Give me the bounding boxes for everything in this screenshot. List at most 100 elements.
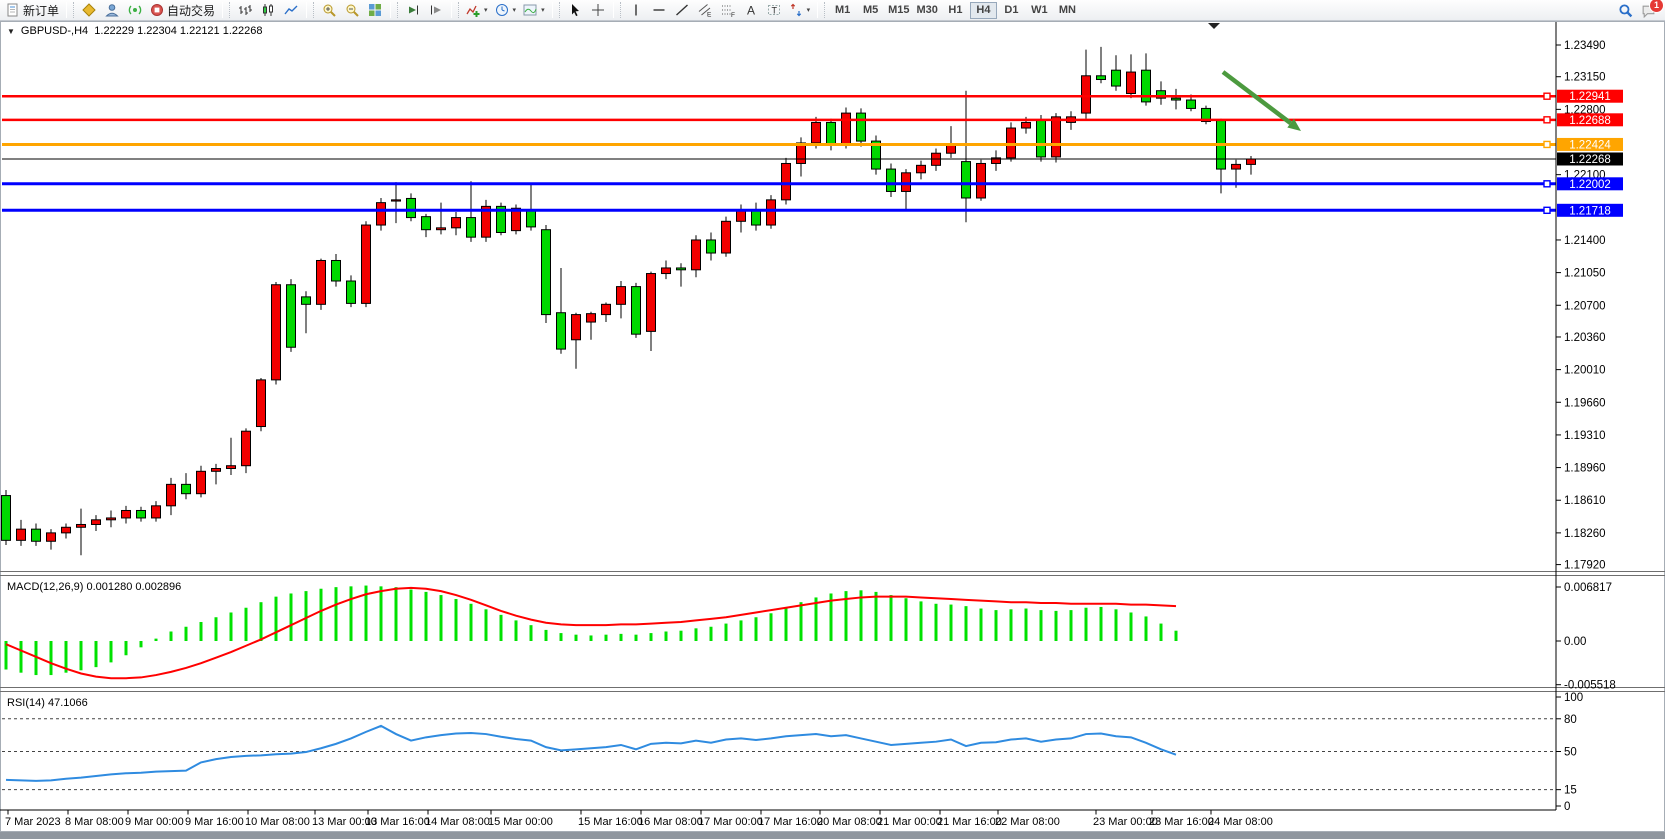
svg-text:1.22424: 1.22424: [1569, 139, 1611, 151]
price-line-1.22002[interactable]: [2, 180, 1556, 188]
timeframe-h4-button[interactable]: H4: [969, 1, 997, 19]
svg-text:24 Mar 08:00: 24 Mar 08:00: [1208, 816, 1273, 828]
timeframe-mn-button[interactable]: MN: [1058, 4, 1076, 16]
svg-text:15 Mar 00:00: 15 Mar 00:00: [488, 816, 553, 828]
price-line-1.22688[interactable]: [2, 116, 1556, 124]
svg-text:9 Mar 00:00: 9 Mar 00:00: [125, 816, 184, 828]
dropdown-caret-icon[interactable]: ▾: [806, 7, 811, 14]
toolbar: 新订单 自动交易 ▾ ▾ ▾ E F A T ▾ M1 M5 M15 M30 H1 H4 D1 W1 MN 1: [0, 0, 1665, 21]
toolbar-separator: [66, 2, 75, 18]
equidistant-channel-button[interactable]: E: [694, 1, 716, 20]
templates-button[interactable]: ▾: [520, 1, 548, 20]
dropdown-caret-icon[interactable]: ▾: [512, 7, 517, 14]
toolbar-separator: [612, 2, 621, 18]
timeframe-m15-button[interactable]: M15: [888, 4, 910, 16]
label-button[interactable]: T: [763, 1, 785, 20]
toolbar-separator: [222, 2, 231, 18]
candlestick-button[interactable]: [257, 1, 279, 20]
search-button[interactable]: [1618, 3, 1633, 18]
label-icon: T: [767, 5, 780, 16]
indicators-button[interactable]: ▾: [463, 1, 491, 20]
navigator-button[interactable]: [101, 1, 123, 20]
price-line-1.21718[interactable]: [2, 206, 1556, 214]
window-bottom-edge: [0, 832, 1665, 839]
svg-text:1.23490: 1.23490: [1564, 40, 1606, 52]
toolbar-separator: [451, 2, 460, 18]
navigator-icon: [105, 4, 119, 17]
chart-collapse-icon[interactable]: ▼: [7, 26, 15, 36]
crosshair-button[interactable]: [587, 1, 609, 20]
svg-text:1.18610: 1.18610: [1564, 495, 1606, 507]
timeframe-m1-button[interactable]: M1: [834, 4, 851, 16]
new-order-button[interactable]: 新订单: [3, 1, 62, 20]
svg-text:1.21718: 1.21718: [1569, 205, 1611, 217]
dropdown-caret-icon[interactable]: ▾: [541, 7, 545, 14]
bar-chart-icon: [239, 5, 253, 15]
trend-arrow-annotation[interactable]: [1221, 70, 1301, 131]
svg-text:1.18960: 1.18960: [1564, 463, 1606, 475]
zoom-out-button[interactable]: [341, 1, 363, 20]
svg-text:1.21050: 1.21050: [1564, 268, 1606, 280]
svg-text:0: 0: [1564, 801, 1570, 813]
toolbar-separator: [306, 2, 315, 18]
timeframe-m5-button[interactable]: M5: [862, 4, 879, 16]
timeframe-m30-button[interactable]: M30: [916, 4, 938, 16]
crosshair-icon: [591, 4, 604, 16]
price-line-1.22424[interactable]: [2, 140, 1556, 149]
toolbar-separator: [390, 2, 399, 18]
bar-chart-button[interactable]: [234, 1, 256, 20]
chart-shift-marker[interactable]: [1208, 23, 1220, 29]
chart-canvas[interactable]: 1.234901.231501.228001.221001.214001.210…: [0, 21, 1665, 832]
zoom-in-button[interactable]: [318, 1, 340, 20]
notifications-button[interactable]: 1: [1641, 0, 1664, 18]
trendline-button[interactable]: [671, 1, 693, 20]
text-icon: A: [747, 4, 755, 18]
svg-text:9 Mar 16:00: 9 Mar 16:00: [185, 816, 244, 828]
signals-button[interactable]: [124, 1, 146, 20]
timeframe-w1-button[interactable]: W1: [1031, 4, 1048, 16]
line-chart-button[interactable]: [280, 1, 302, 20]
chart-shift-button[interactable]: [425, 1, 447, 20]
price-badge-1.21718: 1.21718: [1557, 203, 1623, 217]
svg-text:1.19660: 1.19660: [1564, 397, 1606, 409]
svg-text:0.00: 0.00: [1564, 636, 1586, 648]
svg-text:F: F: [731, 12, 735, 17]
autotrade-button-label: 自动交易: [167, 3, 216, 18]
tile-windows-button[interactable]: [364, 1, 386, 20]
auto-scroll-button[interactable]: [402, 1, 424, 20]
fibonacci-button[interactable]: F: [717, 1, 739, 20]
autotrade-button[interactable]: 自动交易: [147, 1, 218, 20]
arrows-button[interactable]: ▾: [786, 1, 814, 20]
svg-text:13 Mar 00:00: 13 Mar 00:00: [312, 816, 377, 828]
price-line-1.22941[interactable]: [2, 92, 1556, 100]
tile-windows-icon: [369, 4, 382, 16]
rsi-label: RSI(14) 47.1066: [7, 697, 88, 709]
cursor-icon: [571, 4, 579, 17]
svg-text:20 Mar 08:00: 20 Mar 08:00: [817, 816, 882, 828]
new-order-button-label: 新订单: [23, 3, 60, 18]
svg-text:50: 50: [1564, 747, 1577, 759]
chart-title: ▼ GBPUSD-,H4 1.22229 1.22304 1.22121 1.2…: [7, 25, 263, 37]
horizontal-line-button[interactable]: [648, 1, 670, 20]
svg-text:1.22268: 1.22268: [1569, 154, 1611, 166]
svg-text:1.23150: 1.23150: [1564, 72, 1606, 84]
trendline-icon: [675, 4, 688, 16]
periods-button[interactable]: ▾: [492, 1, 520, 20]
candlestick-series: [1, 46, 1256, 556]
dropdown-caret-icon[interactable]: ▾: [484, 7, 488, 14]
clock-icon: [495, 4, 508, 16]
time-axis: 7 Mar 2023 8 Mar 08:00 9 Mar 00:00 9 Mar 16…: [5, 810, 1273, 828]
timeframe-h1-button[interactable]: H1: [948, 4, 963, 16]
svg-text:A: A: [747, 4, 755, 18]
svg-text:17 Mar 00:00: 17 Mar 00:00: [698, 816, 763, 828]
zoom-out-icon: [346, 4, 359, 17]
timeframe-d1-button[interactable]: D1: [1004, 4, 1019, 16]
auto-scroll-icon: [409, 5, 419, 15]
cursor-button[interactable]: [564, 1, 586, 20]
market-watch-button[interactable]: [78, 1, 100, 20]
vertical-line-button[interactable]: [625, 1, 647, 20]
svg-text:16 Mar 08:00: 16 Mar 08:00: [638, 816, 703, 828]
text-button[interactable]: A: [740, 1, 762, 20]
market-watch-icon: [82, 3, 96, 17]
svg-text:21 Mar 00:00: 21 Mar 00:00: [877, 816, 942, 828]
